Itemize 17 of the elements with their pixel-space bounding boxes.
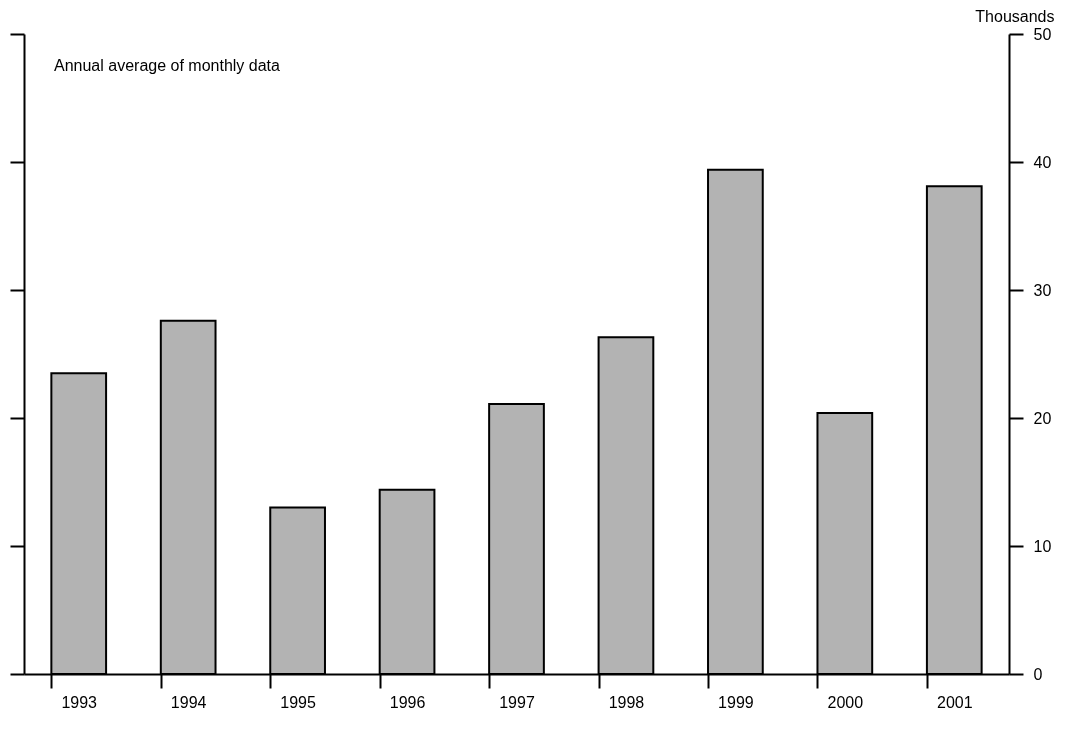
y-tick-label: 50 [1033,25,1052,43]
y-axis-title: Thousands [975,7,1055,25]
y-tick-label: 30 [1033,281,1052,299]
x-tick-label: 1999 [718,693,754,711]
y-tick-label: 0 [1033,665,1043,683]
annotation: Annual average of monthly data [54,57,281,74]
y-tick-label: 20 [1033,409,1052,427]
x-tick-label: 1998 [608,693,645,711]
x-tick-label: 1993 [61,693,98,711]
x-tick-label: 1994 [170,693,207,711]
x-tick-label: 2000 [827,693,864,711]
x-tick-label: 1996 [389,693,426,711]
y-tick-label: 10 [1033,537,1052,555]
x-tick-label: 1997 [499,693,535,711]
x-tick-label: 1995 [280,693,317,711]
y-tick-label: 40 [1033,153,1052,171]
x-tick-label: 2001 [936,693,973,711]
